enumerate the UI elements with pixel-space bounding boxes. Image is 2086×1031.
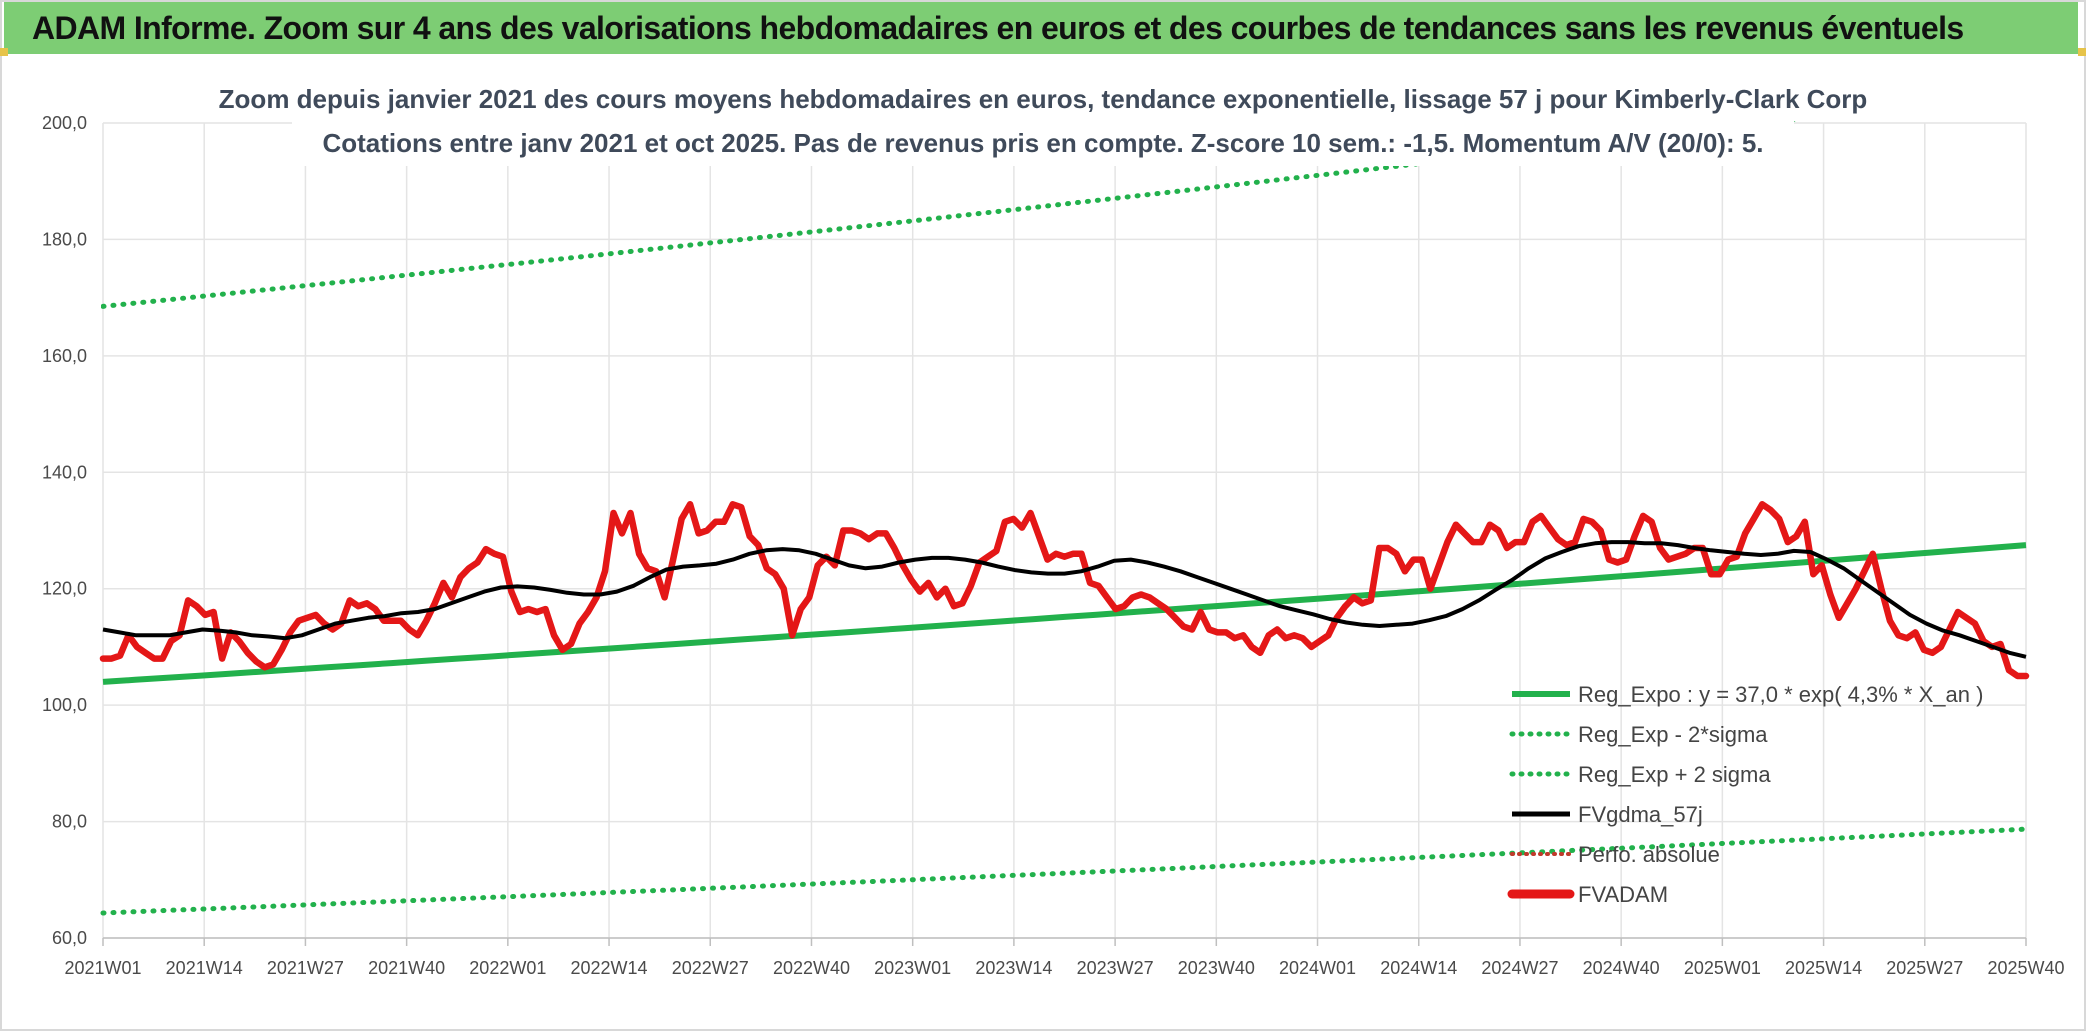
grid-layer (102, 122, 2027, 939)
x-tick-label: 2025W27 (1886, 958, 1963, 978)
x-tick-label: 2025W14 (1785, 958, 1862, 978)
report-title: ADAM Informe. Zoom sur 4 ans des valoris… (32, 10, 1964, 46)
y-tick-label: 200,0 (42, 113, 87, 133)
series-layer (99, 121, 2030, 916)
x-axis: 2021W01 2021W14 2021W27 2021W40 2022W01 2022W… (64, 937, 2065, 978)
legend-label-fvadam: FVADAM (1578, 882, 1668, 907)
x-tick-label: 2021W27 (267, 958, 344, 978)
report-header: ADAM Informe. Zoom sur 4 ans des valoris… (4, 2, 2078, 54)
y-tick-label: 80,0 (52, 812, 87, 832)
y-tick-label: 160,0 (42, 346, 87, 366)
legend-label-perfo-absolue: Perfo. absolue (1578, 842, 1720, 867)
y-tick-label: 140,0 (42, 462, 87, 482)
x-tick-label: 2022W40 (773, 958, 850, 978)
x-tick-label: 2024W01 (1279, 958, 1356, 978)
x-tick-label: 2024W40 (1583, 958, 1660, 978)
x-tick-label: 2023W01 (874, 958, 951, 978)
x-tick-label: 2021W40 (368, 958, 445, 978)
corner-marker-right (2078, 48, 2086, 56)
x-tick-label: 2024W27 (1481, 958, 1558, 978)
x-tick-label: 2024W14 (1380, 958, 1457, 978)
y-axis: 60,0 80,0 100,0 120,0 140,0 160,0 180,0 200,0 (42, 113, 87, 948)
legend-label-reg-exp-minus: Reg_Exp - 2*sigma (1578, 722, 1768, 747)
chart-title-line-2: Cotations entre janv 2021 et oct 2025. P… (322, 128, 1763, 158)
series-fvadam (99, 501, 2030, 680)
corner-marker-left (0, 48, 8, 56)
y-tick-label: 120,0 (42, 579, 87, 599)
series-fvgdma-57j (102, 540, 2027, 659)
x-tick-label: 2023W27 (1077, 958, 1154, 978)
x-tick-label: 2022W27 (672, 958, 749, 978)
x-tick-label: 2023W40 (1178, 958, 1255, 978)
legend-label-reg-exp-plus: Reg_Exp + 2 sigma (1578, 762, 1771, 787)
x-tick-label: 2021W01 (64, 958, 141, 978)
x-tick-label: 2021W14 (166, 958, 243, 978)
y-tick-label: 180,0 (42, 229, 87, 249)
legend: Reg_Expo : y = 37,0 * exp( 4,3% * X_an )… (1507, 682, 1983, 907)
y-tick-label: 100,0 (42, 695, 87, 715)
x-tick-label: 2025W01 (1684, 958, 1761, 978)
x-tick-label: 2022W14 (571, 958, 648, 978)
title-background (292, 62, 1794, 166)
x-tick-label: 2025W40 (1987, 958, 2064, 978)
x-tick-label: 2022W01 (469, 958, 546, 978)
x-tick-label: 2023W14 (975, 958, 1052, 978)
chart-title-line-1: Zoom depuis janvier 2021 des cours moyen… (219, 84, 1868, 114)
legend-label-fvgdma: FVgdma_57j (1578, 802, 1703, 827)
series-reg-expo (102, 542, 2027, 685)
y-tick-label: 60,0 (52, 928, 87, 948)
legend-label-reg-expo: Reg_Expo : y = 37,0 * exp( 4,3% * X_an ) (1578, 682, 1983, 707)
series-reg-exp-minus-2sigma (100, 826, 2029, 916)
